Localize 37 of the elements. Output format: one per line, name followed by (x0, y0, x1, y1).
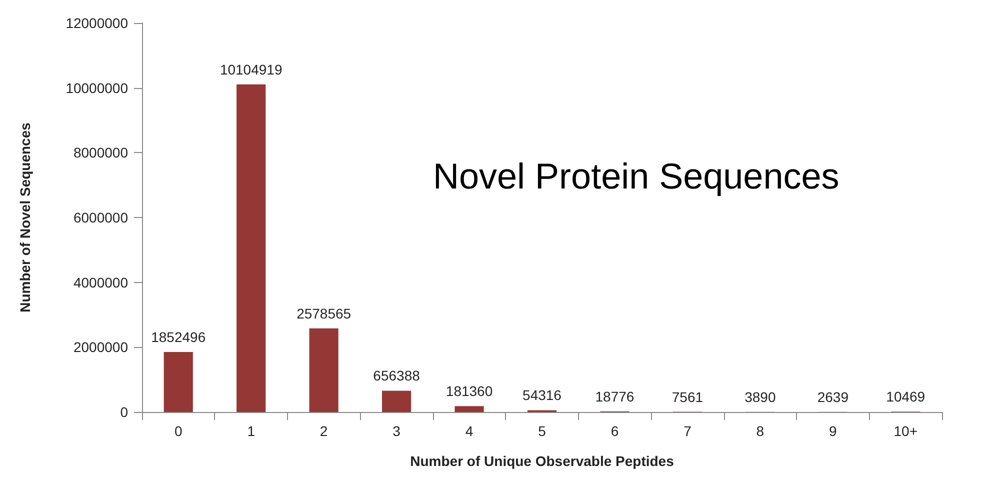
data-label: 10469 (886, 388, 926, 405)
data-label: 3890 (744, 388, 776, 405)
x-tick-label: 7 (684, 423, 692, 439)
data-label: 2578565 (296, 305, 352, 322)
x-tick-label: 10+ (894, 423, 918, 439)
data-label: 18776 (595, 388, 634, 404)
x-tick-label: 5 (538, 423, 546, 439)
y-tick-label: 8000000 (73, 144, 128, 161)
x-tick-label: 2 (320, 423, 328, 439)
text: Novel Protein Sequences (433, 156, 840, 196)
x-tick-label: 8 (756, 423, 764, 439)
y-tick-label: 4000000 (73, 274, 128, 290)
x-tick-label: 4 (465, 423, 474, 439)
y-tick-label: 6000000 (73, 210, 128, 226)
data-label: 181360 (446, 383, 493, 400)
data-label: 1852496 (151, 328, 206, 345)
y-axis-title: Number of Novel Sequences (17, 122, 33, 312)
data-label: 2639 (817, 388, 849, 405)
x-tick-label: 3 (392, 423, 401, 439)
data-label: 54316 (522, 387, 562, 404)
bar (382, 390, 412, 412)
bar (236, 84, 266, 412)
bar (454, 406, 484, 412)
data-label: 10104919 (220, 61, 282, 78)
bar (164, 352, 193, 412)
bar (309, 328, 338, 412)
x-axis-title: Number of Unique Observable Peptides (410, 453, 674, 469)
y-tick-label: 0 (120, 404, 128, 420)
y-tick-label: 2000000 (73, 339, 128, 356)
x-tick-label: 1 (247, 423, 256, 439)
y-tick-label: 10000000 (66, 80, 128, 96)
x-tick-label: 0 (174, 423, 182, 439)
x-tick-label: 6 (610, 423, 619, 439)
y-tick-label: 12000000 (66, 15, 128, 31)
data-label: 7561 (672, 388, 704, 405)
x-tick-label: 9 (829, 423, 838, 439)
data-label: 656388 (373, 368, 420, 384)
